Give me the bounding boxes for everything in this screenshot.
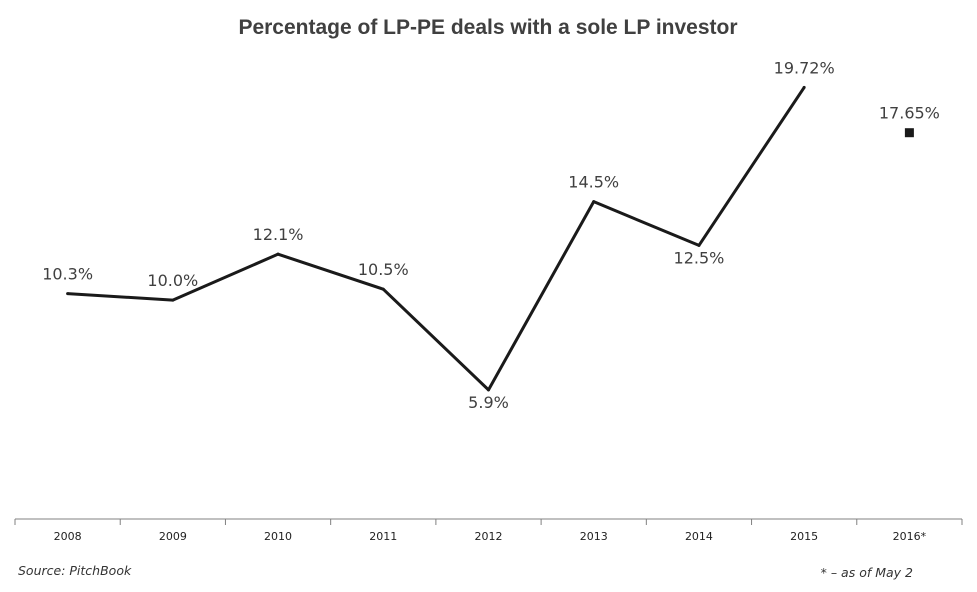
data-label: 12.1%	[253, 225, 304, 244]
x-tick-label: 2016*	[893, 530, 927, 543]
x-tick-label: 2015	[790, 530, 818, 543]
data-point	[697, 243, 701, 247]
data-label: 17.65%	[879, 104, 940, 123]
x-axis-labels: 2008 2009 2010 2011 2012 2013 2014 2015 2016*	[54, 530, 927, 543]
data-label: 10.3%	[42, 265, 93, 284]
data-point	[802, 85, 806, 89]
chart-title: Percentage of LP-PE deals with a sole LP…	[238, 16, 737, 39]
data-label: 19.72%	[774, 58, 835, 77]
data-point	[381, 287, 385, 291]
data-point	[171, 298, 175, 302]
x-tick-label: 2010	[264, 530, 292, 543]
x-tick-label: 2012	[475, 530, 503, 543]
data-label: 5.9%	[468, 393, 509, 412]
x-tick-label: 2013	[580, 530, 608, 543]
x-tick-label: 2011	[369, 530, 397, 543]
source-note: Source: PitchBook	[18, 563, 132, 578]
plot-area: 10.3% 10.0% 12.1% 10.5% 5.9% 14.5% 12.5% 19.72%…	[42, 58, 940, 411]
data-point	[592, 200, 596, 204]
x-tick-label: 2014	[685, 530, 713, 543]
data-point	[487, 388, 490, 392]
data-point-marker	[904, 128, 914, 138]
footnote: * – as of May 2	[821, 565, 913, 580]
x-axis-ticks	[14, 519, 963, 525]
data-point	[276, 252, 280, 256]
x-tick-label: 2008	[54, 530, 82, 543]
data-point	[66, 292, 70, 296]
data-label: 14.5%	[568, 173, 619, 192]
data-label: 10.5%	[358, 260, 409, 279]
x-tick-label: 2009	[159, 530, 187, 543]
series-line	[67, 86, 806, 392]
data-label: 12.5%	[674, 248, 725, 267]
data-label: 10.0%	[147, 271, 198, 290]
